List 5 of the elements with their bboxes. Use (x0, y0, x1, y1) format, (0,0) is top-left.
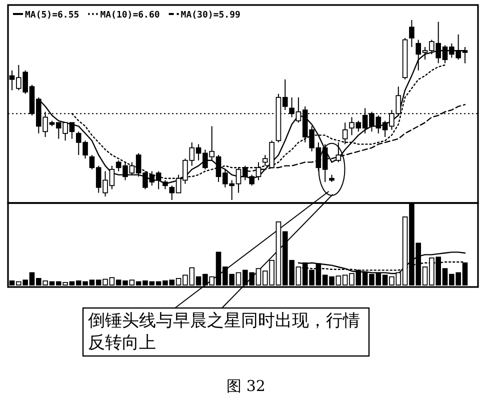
legend-label: MA(10)=6.60 (100, 10, 160, 20)
text: 倒锤头线与早晨之星同时出现，行情反转向上 (88, 310, 361, 354)
caption: 图 32 (226, 377, 266, 395)
legend-label: MA(30)=5.99 (180, 10, 240, 20)
legend-label: MA(5)=6.55 (25, 10, 80, 20)
